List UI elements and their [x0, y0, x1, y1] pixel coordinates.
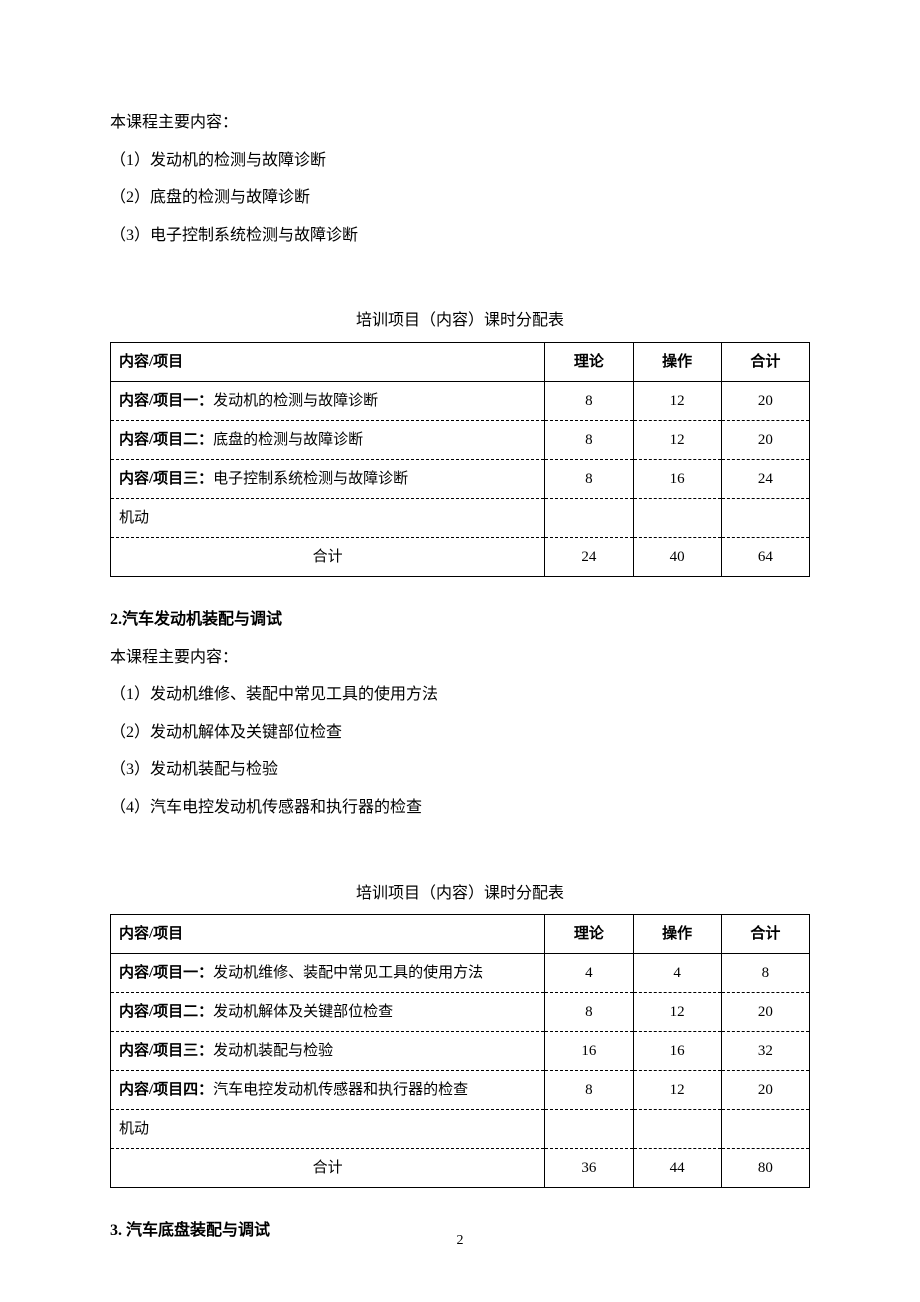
table1-col-content: 内容/项目 [111, 342, 545, 381]
table1-row3-label: 内容/项目三：电子控制系统检测与故障诊断 [111, 459, 545, 498]
table2-col-theory: 理论 [545, 915, 633, 954]
table2-row3-practice: 16 [633, 1032, 721, 1071]
table2-row4-label: 内容/项目四：汽车电控发动机传感器和执行器的检查 [111, 1071, 545, 1110]
section2-heading: 2.汽车发动机装配与调试 [110, 607, 810, 633]
table2-row1-practice: 4 [633, 954, 721, 993]
table1-flex-total [721, 498, 809, 537]
table2-row1-total: 8 [721, 954, 809, 993]
table2-col-content: 内容/项目 [111, 915, 545, 954]
table1-total-theory: 24 [545, 537, 633, 576]
table2-row4-practice: 12 [633, 1071, 721, 1110]
table2-total-practice: 44 [633, 1149, 721, 1188]
table2-flex-total [721, 1110, 809, 1149]
table2-total-label: 合计 [111, 1149, 545, 1188]
section1-intro: 本课程主要内容： [110, 110, 810, 136]
table1: 内容/项目 理论 操作 合计 内容/项目一：发动机的检测与故障诊断 8 12 2… [110, 342, 810, 577]
section2-item-2: （2）发动机解体及关键部位检查 [110, 720, 810, 746]
table1-header-row: 内容/项目 理论 操作 合计 [111, 342, 810, 381]
table2-col-total: 合计 [721, 915, 809, 954]
table-row: 内容/项目一：发动机维修、装配中常见工具的使用方法 4 4 8 [111, 954, 810, 993]
table1-col-theory: 理论 [545, 342, 633, 381]
table2-row4-total: 20 [721, 1071, 809, 1110]
table2-total-total: 80 [721, 1149, 809, 1188]
table1-row1-total: 20 [721, 381, 809, 420]
table1-row2-label: 内容/项目二：底盘的检测与故障诊断 [111, 420, 545, 459]
table1-row2-total: 20 [721, 420, 809, 459]
table2-row2-total: 20 [721, 993, 809, 1032]
table1-row2-practice: 12 [633, 420, 721, 459]
table-row: 内容/项目四：汽车电控发动机传感器和执行器的检查 8 12 20 [111, 1071, 810, 1110]
table1-row1-theory: 8 [545, 381, 633, 420]
table1-row3-theory: 8 [545, 459, 633, 498]
table1-row1-practice: 12 [633, 381, 721, 420]
table2-row3-theory: 16 [545, 1032, 633, 1071]
table2: 内容/项目 理论 操作 合计 内容/项目一：发动机维修、装配中常见工具的使用方法… [110, 914, 810, 1188]
table-row: 内容/项目三：电子控制系统检测与故障诊断 8 16 24 [111, 459, 810, 498]
table1-col-practice: 操作 [633, 342, 721, 381]
table1-total-practice: 40 [633, 537, 721, 576]
table1-col-total: 合计 [721, 342, 809, 381]
section2-item-4: （4）汽车电控发动机传感器和执行器的检查 [110, 795, 810, 821]
section2-item-1: （1）发动机维修、装配中常见工具的使用方法 [110, 682, 810, 708]
table2-col-practice: 操作 [633, 915, 721, 954]
table1-row1-label: 内容/项目一：发动机的检测与故障诊断 [111, 381, 545, 420]
table2-flex-practice [633, 1110, 721, 1149]
section1-item-3: （3）电子控制系统检测与故障诊断 [110, 223, 810, 249]
table-row: 内容/项目二：发动机解体及关键部位检查 8 12 20 [111, 993, 810, 1032]
table1-caption: 培训项目（内容）课时分配表 [110, 308, 810, 334]
table-row: 内容/项目三：发动机装配与检验 16 16 32 [111, 1032, 810, 1071]
table1-flex-label: 机动 [111, 498, 545, 537]
section1-item-2: （2）底盘的检测与故障诊断 [110, 185, 810, 211]
table2-row2-practice: 12 [633, 993, 721, 1032]
section1-item-1: （1）发动机的检测与故障诊断 [110, 148, 810, 174]
table2-row2-theory: 8 [545, 993, 633, 1032]
table1-flex-theory [545, 498, 633, 537]
table2-header-row: 内容/项目 理论 操作 合计 [111, 915, 810, 954]
table1-total-label: 合计 [111, 537, 545, 576]
table2-row1-theory: 4 [545, 954, 633, 993]
table2-row3-total: 32 [721, 1032, 809, 1071]
table1-flex-practice [633, 498, 721, 537]
section2-intro: 本课程主要内容： [110, 645, 810, 671]
table-row: 合计 24 40 64 [111, 537, 810, 576]
table1-row2-theory: 8 [545, 420, 633, 459]
table-row: 合计 36 44 80 [111, 1149, 810, 1188]
table2-row2-label: 内容/项目二：发动机解体及关键部位检查 [111, 993, 545, 1032]
page-number: 2 [0, 1230, 920, 1252]
table2-row4-theory: 8 [545, 1071, 633, 1110]
table2-flex-theory [545, 1110, 633, 1149]
table1-row3-practice: 16 [633, 459, 721, 498]
table-row: 机动 [111, 498, 810, 537]
table1-row3-total: 24 [721, 459, 809, 498]
table-row: 机动 [111, 1110, 810, 1149]
table2-flex-label: 机动 [111, 1110, 545, 1149]
table-row: 内容/项目一：发动机的检测与故障诊断 8 12 20 [111, 381, 810, 420]
table-row: 内容/项目二：底盘的检测与故障诊断 8 12 20 [111, 420, 810, 459]
table1-total-total: 64 [721, 537, 809, 576]
table2-caption: 培训项目（内容）课时分配表 [110, 881, 810, 907]
table2-row3-label: 内容/项目三：发动机装配与检验 [111, 1032, 545, 1071]
section2-item-3: （3）发动机装配与检验 [110, 757, 810, 783]
table2-total-theory: 36 [545, 1149, 633, 1188]
table2-row1-label: 内容/项目一：发动机维修、装配中常见工具的使用方法 [111, 954, 545, 993]
